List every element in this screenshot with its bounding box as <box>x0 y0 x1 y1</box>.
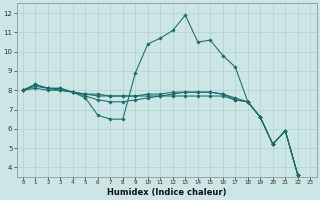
X-axis label: Humidex (Indice chaleur): Humidex (Indice chaleur) <box>107 188 226 197</box>
